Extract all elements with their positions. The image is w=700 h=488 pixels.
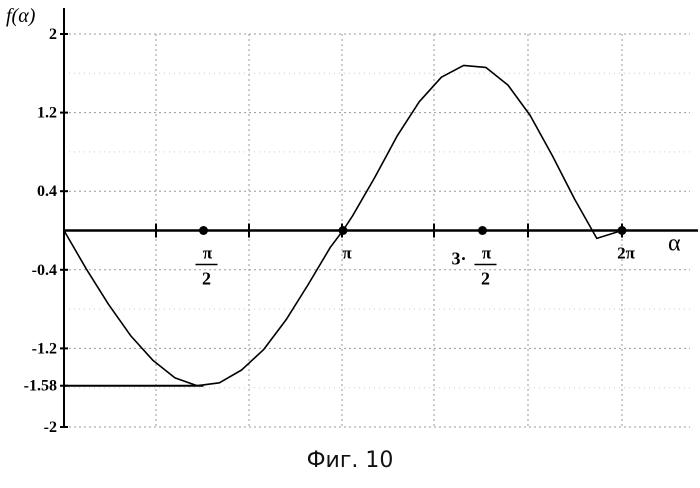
x-tick-label-top-3: 2π [617,244,636,263]
y-tick-label-1: 1.2 [37,105,57,122]
point-marker-1 [339,226,348,235]
y-tick-label-6: -2 [44,419,57,436]
y-tick-label-4: -1.2 [32,340,57,357]
y-tick-label-5: -1.58 [24,378,57,395]
point-marker-0 [199,226,208,235]
x-tick-label-bottom-0: 2 [202,269,211,289]
x-axis-label: α [668,231,681,257]
x-tick-label-top-2: π [482,244,492,263]
y-axis-label: f(α) [6,5,36,27]
x-tick-prefix-2: 3· [451,249,466,269]
y-tick-label-0: 2 [49,26,57,43]
figure-caption: Фиг. 10 [0,448,700,473]
x-tick-label-top-0: π [203,244,213,263]
plot-area [64,65,627,385]
x-tick-label-top-1: π [342,244,352,263]
point-marker-2 [478,226,487,235]
y-tick-label-3: -0.4 [32,262,57,279]
chart: 21.20.4-0.4-1.2-1.58-2f(α)απ2π3·π22π [0,0,700,440]
y-tick-label-2: 0.4 [37,183,57,200]
x-tick-label-bottom-2: 2 [481,269,490,289]
point-marker-3 [618,226,627,235]
tick-labels: 21.20.4-0.4-1.2-1.58-2f(α)απ2π3·π22π [6,5,681,436]
